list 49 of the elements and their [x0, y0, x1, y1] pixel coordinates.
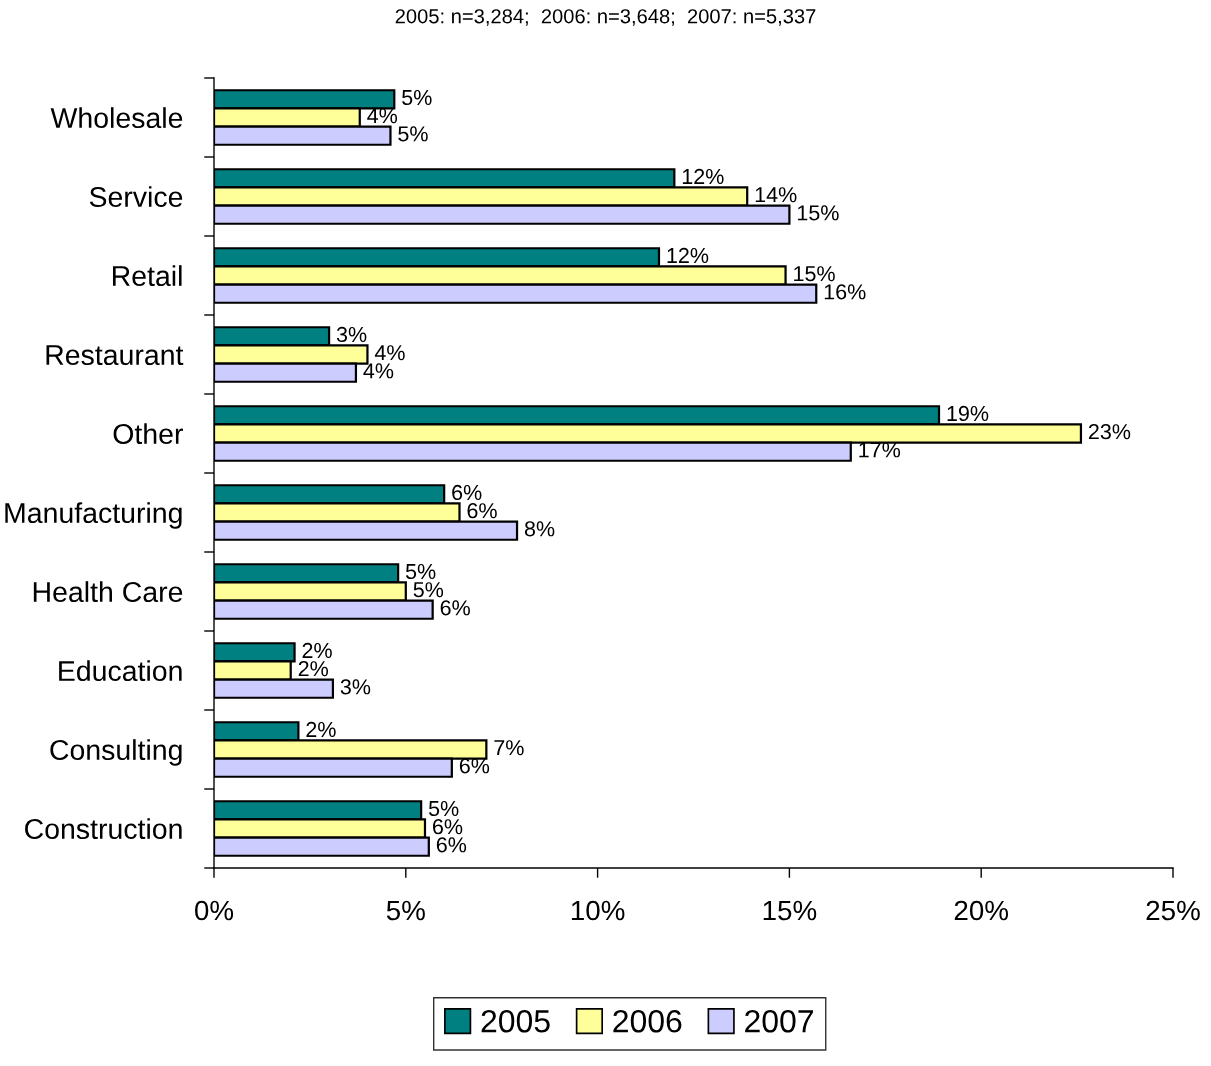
y-tick-label: Other [113, 423, 183, 445]
data-label: 6% [459, 758, 490, 774]
chart-title: 2005: n=3,284; 2006: n=3,648; 2007: n=5,337 [395, 9, 816, 26]
x-tick-label: 20% [954, 900, 1009, 921]
y-tick-label: Service [89, 186, 183, 208]
x-tick-label: 25% [1146, 900, 1200, 921]
data-label: 12% [667, 247, 709, 264]
data-label: 6% [467, 503, 497, 519]
data-label: 5% [405, 563, 436, 580]
data-label: 8% [524, 521, 555, 537]
data-label: 2% [306, 721, 336, 738]
y-tick-label: Wholesale [50, 107, 183, 129]
x-tick-label: 5% [386, 900, 425, 921]
data-label: 4% [374, 345, 405, 361]
legend-label: 2006 [613, 1009, 682, 1033]
data-label: 4% [363, 363, 394, 379]
data-label: 2% [298, 661, 329, 677]
x-tick-label: 15% [763, 900, 817, 921]
data-label: 12% [682, 168, 724, 185]
data-label: 3% [340, 679, 371, 695]
y-tick-label: Construction [25, 818, 182, 840]
data-label: 5% [398, 126, 428, 142]
data-label: 15% [797, 205, 839, 221]
data-label: 16% [824, 284, 866, 300]
data-label: 6% [440, 600, 470, 616]
data-label: 6% [433, 819, 463, 835]
y-tick-label: Retail [112, 265, 182, 287]
y-tick-label: Restaurant [46, 345, 184, 366]
data-label: 5% [428, 800, 459, 817]
data-label: 2% [302, 642, 332, 659]
data-label: 5% [413, 582, 444, 598]
data-label: 6% [436, 837, 467, 853]
data-label: 14% [755, 187, 797, 203]
data-label: 4% [367, 108, 398, 124]
legend-label: 2007 [745, 1009, 813, 1033]
y-tick-label: Education [59, 660, 182, 682]
x-tick-label: 10% [571, 900, 625, 921]
y-tick-label: Manufacturing [5, 502, 182, 529]
data-label: 7% [494, 740, 524, 756]
y-tick-label: Consulting [50, 739, 182, 766]
data-label: 23% [1088, 424, 1131, 440]
data-label: 5% [402, 89, 432, 106]
data-label: 19% [947, 405, 989, 422]
data-label: 15% [794, 266, 835, 282]
legend-label: 2005 [481, 1009, 550, 1033]
x-tick-label: 0% [195, 900, 234, 921]
y-tick-label: Health Care [33, 581, 183, 603]
data-label: 6% [452, 484, 482, 501]
data-label: 3% [336, 326, 367, 343]
